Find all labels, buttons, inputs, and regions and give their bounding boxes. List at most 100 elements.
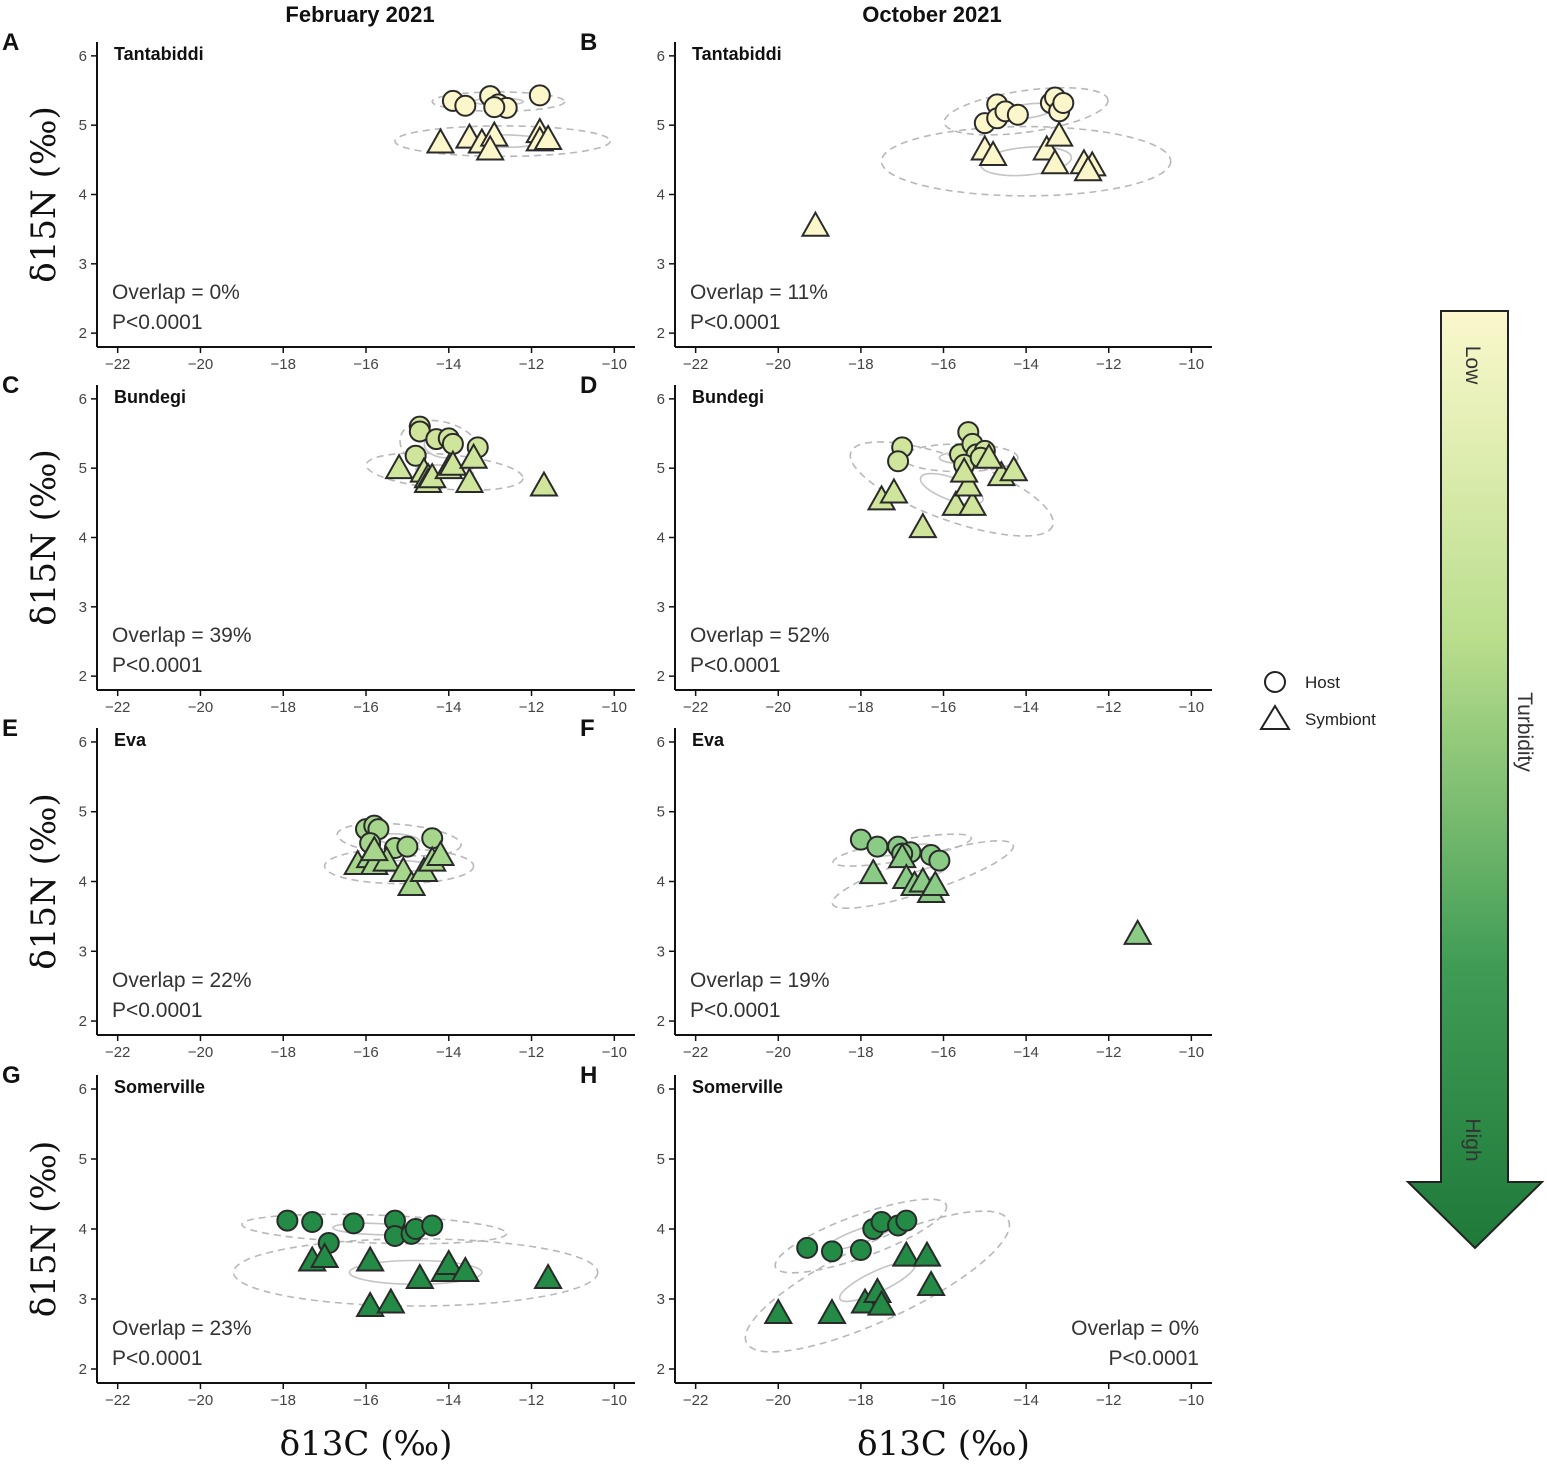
panel-letter: A — [2, 29, 19, 56]
x-tick-label: −16 — [353, 699, 378, 716]
symbiont-point — [425, 127, 456, 154]
x-tick-label: −16 — [931, 1044, 956, 1061]
x-tick-label: −10 — [1179, 1044, 1204, 1061]
symbiont-point — [908, 512, 938, 539]
y-axis-title: δ15N (‰) — [24, 449, 64, 625]
x-tick-label: −12 — [519, 1044, 544, 1061]
symbiont-ellipse — [394, 125, 611, 158]
symbiont-point — [1122, 918, 1153, 945]
symbiont-point — [529, 470, 559, 497]
symbiont-point — [912, 1240, 942, 1267]
host-point — [928, 849, 951, 872]
x-tick-label: −10 — [602, 1044, 627, 1061]
x-tick-label: −12 — [519, 356, 544, 373]
panels-group: 2 3 4 5 6 −22 −20 −18 −16 −14 −12 −10 A Tantabiddi Ove… — [2, 29, 1212, 1464]
y-tick-label: 6 — [79, 391, 87, 408]
y-tick-label: 5 — [79, 1151, 87, 1168]
turbidity-arrow: Low Turbidity High — [1405, 310, 1545, 1250]
x-axis-title: δ13C (‰) — [857, 1424, 1030, 1464]
host-point — [895, 1209, 918, 1232]
x-tick-label: −22 — [105, 356, 130, 373]
overlap-label: Overlap = 22% — [112, 969, 252, 992]
symbiont-point — [384, 453, 414, 480]
symbiont-point — [359, 835, 389, 862]
y-tick-label: 5 — [657, 1151, 665, 1168]
x-axis-title: δ13C (‰) — [280, 1424, 453, 1464]
symbiont-ellipse — [323, 847, 475, 885]
host-point — [301, 1211, 324, 1233]
site-name: Tantabiddi — [114, 44, 204, 64]
panel-A: 2 3 4 5 6 −22 −20 −18 −16 −14 −12 −10 A Tantabiddi Ove… — [2, 29, 635, 373]
y-tick-label: 6 — [79, 1081, 87, 1098]
legend: Host Symbiont — [1259, 671, 1376, 730]
y-tick-label: 2 — [79, 668, 87, 685]
symbiont-point — [475, 134, 505, 161]
y-tick-label: 4 — [79, 187, 87, 204]
x-tick-label: −10 — [1179, 356, 1204, 373]
p-value-label: P<0.0001 — [112, 654, 203, 677]
host-point — [849, 1239, 872, 1261]
panel-letter: H — [580, 1062, 597, 1089]
p-value-label: P<0.0001 — [690, 311, 781, 334]
x-tick-label: −18 — [271, 1392, 296, 1409]
symbiont-ellipse — [849, 441, 1055, 537]
symbiont-point — [858, 858, 888, 885]
host-point — [796, 1236, 819, 1259]
x-tick-label: −20 — [188, 1044, 213, 1061]
x-tick-label: −16 — [931, 699, 956, 716]
x-tick-label: −20 — [188, 699, 213, 716]
y-tick-label: 4 — [657, 874, 665, 891]
symbiont-point — [800, 210, 831, 237]
symbiont-point — [978, 139, 1008, 166]
y-tick-label: 5 — [79, 117, 87, 134]
x-tick-label: −12 — [1096, 699, 1121, 716]
symbiont-point — [425, 839, 456, 866]
panel-D: 2 3 4 5 6 −22 −20 −18 −16 −14 −12 −10 D Bundegi Overla… — [580, 372, 1212, 716]
y-tick-label: 3 — [79, 599, 87, 616]
y-tick-label: 5 — [657, 117, 665, 134]
turbidity-gradient-shape — [1405, 310, 1545, 1250]
panel-letter: C — [2, 372, 19, 399]
x-tick-label: −10 — [602, 356, 627, 373]
x-tick-label: −12 — [519, 699, 544, 716]
host-point — [342, 1212, 365, 1235]
x-tick-label: −22 — [683, 356, 708, 373]
x-tick-label: −14 — [1013, 356, 1038, 373]
symbiont-point — [1040, 148, 1070, 175]
legend-host-marker — [1264, 671, 1286, 693]
p-value-label: P<0.0001 — [112, 999, 203, 1022]
symbiont-point — [434, 1248, 464, 1275]
x-tick-label: −16 — [931, 1392, 956, 1409]
y-tick-label: 6 — [657, 734, 665, 751]
symbiont-point — [999, 455, 1029, 482]
symbiont-point — [916, 1269, 946, 1296]
y-tick-label: 3 — [657, 1291, 665, 1308]
y-tick-label: 6 — [79, 734, 87, 751]
x-tick-label: −20 — [766, 1392, 791, 1409]
overlap-label: Overlap = 52% — [690, 624, 830, 647]
turbidity-low-label: Low — [1461, 346, 1484, 385]
y-axis-title: δ15N (‰) — [24, 1141, 64, 1317]
turbidity-high-label: High — [1461, 1118, 1484, 1161]
symbiont-point — [533, 1262, 563, 1289]
y-tick-label: 2 — [657, 1013, 665, 1030]
symbiont-point — [396, 869, 427, 896]
x-tick-label: −20 — [766, 1044, 791, 1061]
symbiont-point — [953, 470, 983, 497]
symbiont-point — [405, 1262, 435, 1289]
legend-host-label: Host — [1305, 673, 1340, 692]
host-point — [1006, 103, 1029, 126]
overlap-label: Overlap = 11% — [690, 281, 828, 304]
x-tick-label: −20 — [766, 356, 791, 373]
symbiont-point — [454, 467, 485, 494]
y-tick-label: 3 — [79, 1291, 87, 1308]
p-value-label: P<0.0001 — [690, 654, 781, 677]
x-tick-label: −10 — [602, 699, 627, 716]
panel-letter: E — [2, 715, 18, 742]
host-point — [887, 450, 910, 473]
x-tick-label: −14 — [436, 1392, 461, 1409]
symbiont-point — [1073, 155, 1103, 182]
p-value-label: P<0.0001 — [690, 999, 781, 1022]
y-tick-label: 5 — [79, 460, 87, 477]
symbiont-ellipse — [880, 125, 1172, 197]
